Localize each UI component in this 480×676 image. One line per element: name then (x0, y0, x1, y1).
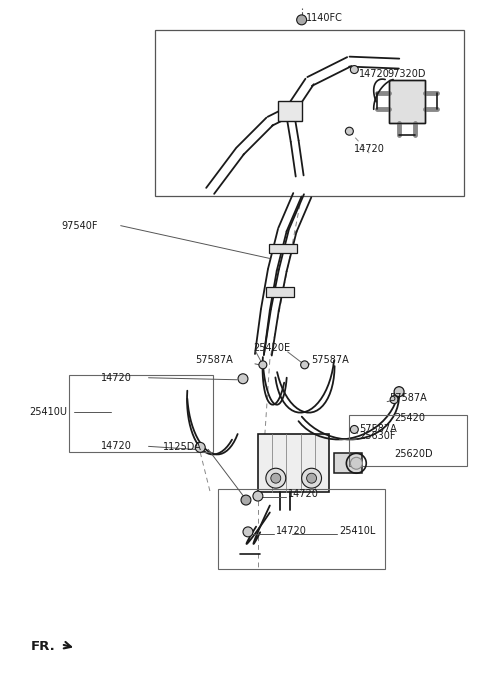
Circle shape (390, 395, 398, 404)
Text: 25630F: 25630F (360, 431, 396, 441)
Text: 14720: 14720 (101, 441, 132, 452)
Text: FR.: FR. (31, 639, 56, 653)
Text: 25420E: 25420E (253, 343, 290, 353)
Circle shape (238, 374, 248, 384)
Bar (69, 375, 213, 452)
Bar (349, 414, 467, 466)
Circle shape (243, 527, 253, 537)
Circle shape (195, 442, 205, 452)
Text: 57587A: 57587A (389, 393, 427, 403)
Text: 57587A: 57587A (360, 425, 397, 435)
Text: 14720: 14720 (288, 489, 319, 499)
Circle shape (241, 495, 251, 505)
Text: 14720: 14720 (276, 526, 307, 536)
Circle shape (271, 473, 281, 483)
Text: 97320D: 97320D (387, 68, 426, 78)
Bar (258, 435, 329, 492)
Bar (218, 489, 385, 569)
Text: 14720: 14720 (360, 68, 390, 78)
Text: 1140FC: 1140FC (306, 13, 343, 23)
Text: 25410U: 25410U (29, 406, 67, 416)
Circle shape (297, 15, 307, 25)
Bar (156, 30, 464, 196)
Circle shape (259, 361, 267, 369)
Bar (335, 454, 362, 473)
Text: 25420: 25420 (394, 412, 425, 422)
Circle shape (301, 468, 322, 488)
Text: 25620D: 25620D (394, 450, 433, 459)
Text: 57587A: 57587A (312, 355, 349, 365)
Text: 25410L: 25410L (339, 526, 376, 536)
Bar (389, 80, 425, 123)
Circle shape (300, 361, 309, 369)
Text: 1125DA: 1125DA (164, 442, 203, 452)
Bar (278, 101, 301, 121)
Circle shape (307, 473, 316, 483)
Circle shape (394, 387, 404, 397)
Text: 14720: 14720 (101, 372, 132, 383)
Circle shape (350, 457, 362, 469)
Circle shape (346, 127, 353, 135)
Bar (269, 243, 297, 254)
Bar (266, 287, 294, 297)
Text: 57587A: 57587A (195, 355, 233, 365)
Text: 14720: 14720 (354, 144, 385, 154)
Circle shape (253, 491, 263, 501)
Circle shape (350, 425, 358, 433)
Circle shape (266, 468, 286, 488)
Text: 97540F: 97540F (61, 220, 97, 231)
Circle shape (350, 66, 358, 74)
Bar (389, 80, 425, 123)
